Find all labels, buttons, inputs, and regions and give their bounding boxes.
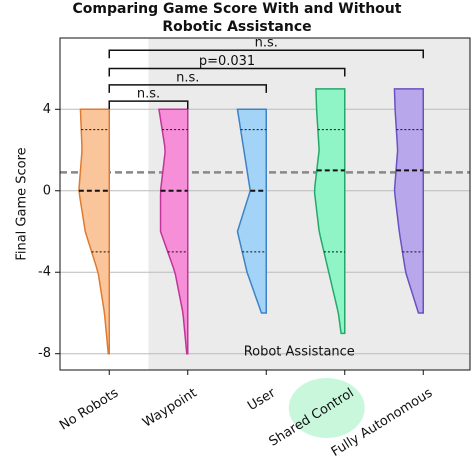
significance-label: n.s. xyxy=(137,87,160,102)
chart-title: Robotic Assistance xyxy=(162,19,311,35)
significance-bracket xyxy=(108,100,189,110)
violin xyxy=(393,88,424,314)
y-tick-label: -8 xyxy=(38,346,51,361)
significance-bracket xyxy=(108,49,424,59)
y-tick-label: -4 xyxy=(38,265,51,280)
violin xyxy=(158,108,189,355)
significance-bracket xyxy=(108,84,267,93)
chart-title: Comparing Game Score With and Without xyxy=(73,1,402,17)
significance-label: p=0.031 xyxy=(199,54,255,69)
y-tick-label: 0 xyxy=(43,183,51,198)
significance-label: n.s. xyxy=(176,70,199,85)
y-tick-label: 4 xyxy=(43,102,51,117)
y-axis-label: Final Game Score xyxy=(15,147,30,260)
violin xyxy=(313,88,346,335)
significance-label: n.s. xyxy=(255,36,278,51)
significance-bracket xyxy=(108,67,346,77)
x-tick-label: User xyxy=(245,385,279,414)
x-tick-label: No Robots xyxy=(57,386,121,434)
x-tick-label: Waypoint xyxy=(140,386,200,431)
violin xyxy=(78,108,110,355)
violin xyxy=(236,108,267,314)
category-highlight xyxy=(288,378,365,438)
region-label: Robot Assistance xyxy=(244,345,355,360)
plot-frame xyxy=(59,37,471,371)
